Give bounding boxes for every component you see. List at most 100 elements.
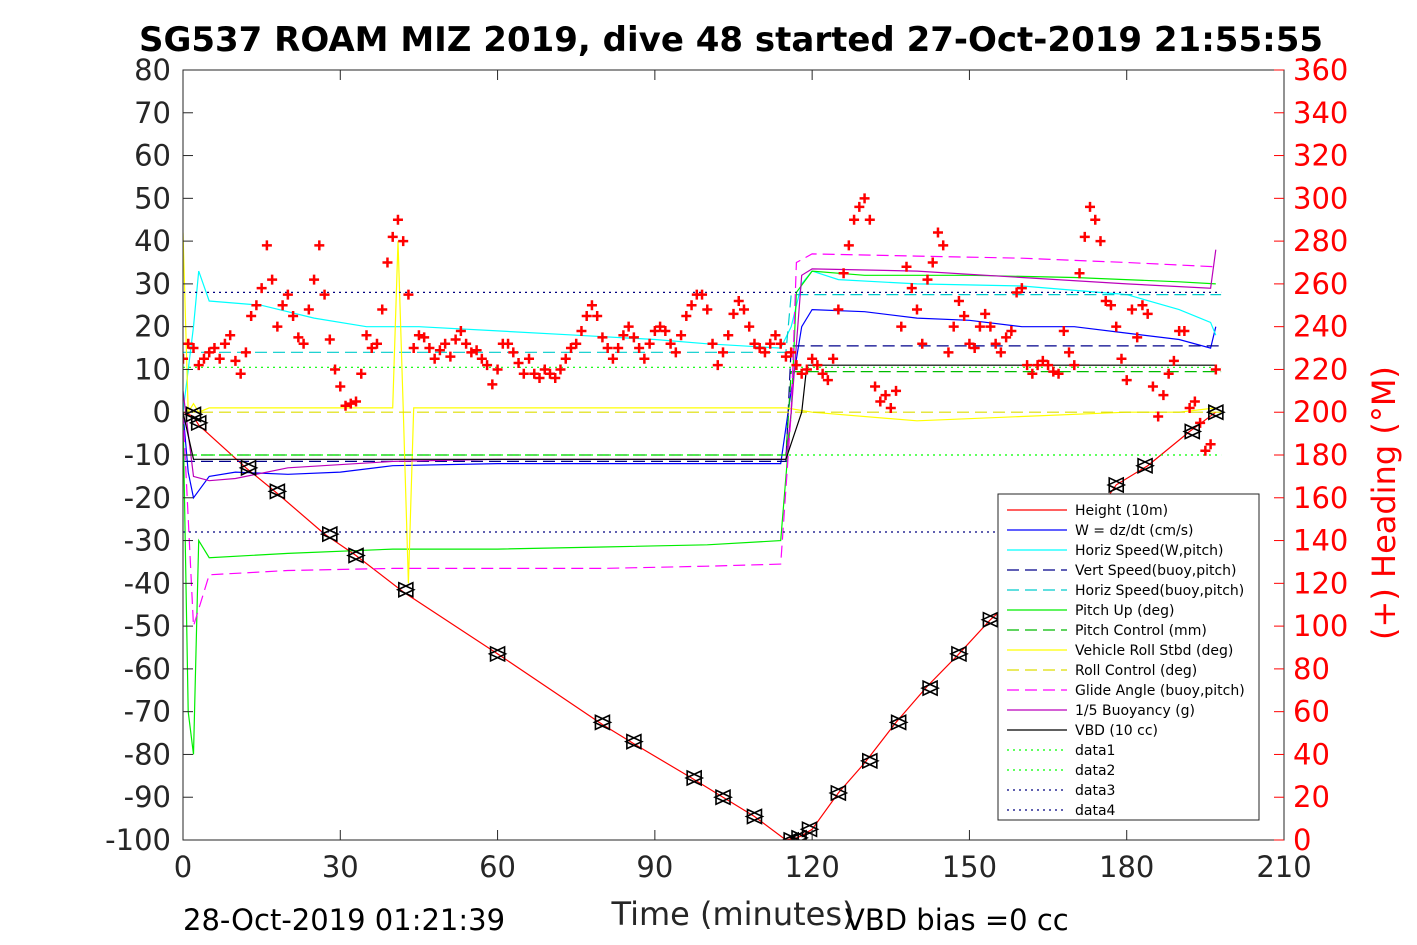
heading-point [985, 321, 996, 332]
height-marker-left [623, 733, 642, 750]
heading-point [707, 338, 718, 349]
heading-point [906, 283, 917, 294]
heading-point [1210, 364, 1221, 375]
height-marker-left [980, 611, 999, 628]
heading-point [948, 321, 959, 332]
heading-point [765, 338, 776, 349]
heading-point [408, 343, 419, 354]
heading-point [1095, 236, 1106, 247]
heading-point [1189, 396, 1200, 407]
heading-point [303, 304, 314, 315]
heading-point [912, 304, 922, 315]
heading-point [749, 338, 760, 349]
y-tick-label: -30 [124, 524, 171, 558]
heading-point [1184, 402, 1195, 413]
heading-point [398, 236, 409, 247]
heading-point [183, 338, 194, 349]
heading-point [455, 325, 466, 336]
heading-point [298, 338, 309, 349]
heading-point [466, 347, 477, 358]
legend-label: Pitch Up (deg) [1075, 603, 1174, 619]
y2-tick-label: 220 [1293, 352, 1348, 386]
heading-point [487, 379, 498, 390]
heading-point [424, 343, 435, 354]
heading-point [513, 358, 524, 369]
legend-label: Roll Control (deg) [1075, 663, 1197, 679]
heading-point [434, 345, 445, 356]
heading-point [733, 296, 744, 306]
heading-point [1111, 321, 1122, 332]
heading-point [371, 338, 382, 349]
heading-point [817, 368, 828, 379]
x-tick-label: 120 [784, 850, 839, 884]
heading-point [891, 385, 902, 396]
heading-point [959, 310, 970, 321]
y2-tick-label: 20 [1293, 780, 1330, 814]
y-tick-label: 20 [134, 310, 171, 344]
series-line-6 [183, 371, 1222, 456]
heading-point [670, 347, 681, 358]
heading-point [822, 375, 833, 386]
heading-point [345, 398, 356, 409]
heading-point [927, 257, 938, 268]
heading-point [508, 347, 519, 358]
series-line-5 [183, 270, 1216, 755]
heading-point [859, 193, 870, 204]
legend-label: data3 [1075, 783, 1115, 799]
heading-point [586, 300, 597, 311]
x-tick-label: 0 [174, 850, 192, 884]
heading-point [1163, 368, 1174, 379]
heading-point [230, 355, 241, 366]
heading-point [1069, 360, 1080, 371]
legend-label: Horiz Speed(W,pitch) [1075, 543, 1223, 559]
y2-tick-label: 140 [1293, 524, 1348, 558]
heading-point [1100, 296, 1111, 306]
heading-point [676, 330, 687, 341]
heading-point [219, 338, 230, 349]
y2-axis-label: (+) Heading (°M) [1365, 366, 1403, 640]
heading-point [1105, 300, 1116, 311]
heading-layer [183, 193, 1221, 456]
heading-point [618, 330, 629, 341]
heading-point [759, 347, 770, 358]
heading-point [1179, 325, 1190, 336]
height-marker-left [781, 831, 799, 840]
heading-point [471, 345, 482, 356]
y2-tick-label: 360 [1293, 53, 1348, 87]
height-marker-left [799, 821, 818, 838]
heading-point [1168, 355, 1179, 366]
legend-label: W = dz/dt (cm/s) [1075, 523, 1194, 539]
heading-point [188, 343, 199, 354]
heading-point [744, 321, 755, 332]
heading-point [812, 360, 823, 371]
y2-tick-label: 0 [1293, 823, 1311, 857]
height-marker-left [319, 525, 338, 543]
heading-point [1048, 366, 1059, 377]
heading-point [838, 268, 849, 279]
heading-point [246, 310, 257, 321]
heading-point [356, 368, 367, 379]
heading-point [623, 321, 634, 332]
heading-point [964, 338, 975, 349]
heading-point [828, 353, 839, 364]
heading-point [932, 227, 943, 238]
heading-point [1006, 325, 1017, 336]
heading-point [885, 402, 896, 413]
heading-point [644, 338, 655, 349]
legend-label: Glide Angle (buoy,pitch) [1075, 683, 1245, 699]
heading-point [251, 300, 262, 311]
height-marker-left [949, 645, 967, 663]
heading-point [288, 310, 299, 321]
heading-point [440, 338, 451, 349]
heading-point [214, 353, 225, 364]
heading-point [560, 353, 571, 364]
heading-point [780, 351, 791, 362]
legend-label: VBD (10 cc) [1075, 723, 1158, 739]
series-line-4 [183, 294, 1222, 353]
heading-point [413, 330, 424, 341]
heading-point [240, 347, 251, 358]
heading-point [995, 347, 1006, 358]
y2-tick-label: 160 [1293, 481, 1348, 515]
heading-point [728, 308, 739, 319]
heading-point [503, 338, 514, 349]
